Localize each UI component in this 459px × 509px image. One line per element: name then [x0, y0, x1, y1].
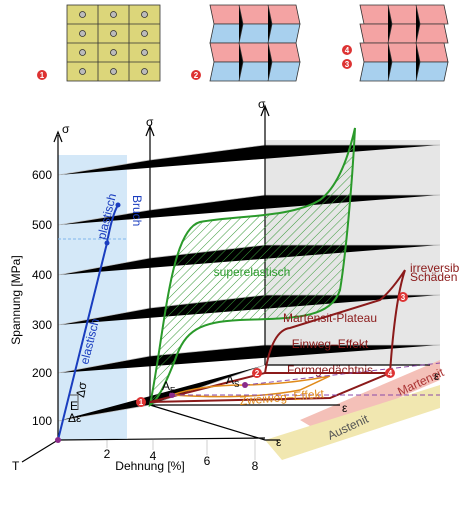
state-label: 3 [345, 60, 350, 69]
axis-label: σ [62, 122, 70, 136]
atom [111, 50, 117, 56]
y-tick-label: 200 [32, 366, 52, 380]
atom [142, 12, 148, 18]
annotation: Δσ [73, 380, 90, 398]
state-label: 1 [139, 398, 144, 407]
atom [111, 69, 117, 75]
atom [142, 50, 148, 56]
y-tick-label: 500 [32, 218, 52, 232]
annotation: superelastisch [214, 265, 291, 279]
y-tick-label: 300 [32, 318, 52, 332]
annotation: Schäden [410, 270, 457, 284]
atom [80, 31, 86, 37]
atom [142, 31, 148, 37]
atom [80, 69, 86, 75]
axis-label: ε [276, 435, 282, 449]
x-tick-label: 8 [252, 459, 259, 473]
y-tick-label: 100 [32, 414, 52, 428]
annotation: Martensit-Plateau [283, 311, 377, 325]
annotation: AS [226, 373, 239, 389]
state-label: 4 [388, 369, 393, 378]
axis-label: ε [342, 401, 348, 415]
y-tick-label: 400 [32, 268, 52, 282]
lattice-detwinned: 4 3 [342, 5, 448, 81]
axis-label: σ [258, 97, 266, 111]
x-tick-label: 2 [104, 447, 111, 461]
atom [80, 50, 86, 56]
axis-label: T [12, 459, 20, 473]
annotation: Formgedächtnis [287, 363, 373, 377]
lattice-austenite: 1 [37, 5, 160, 81]
annotation: Einweg–Effekt [292, 337, 369, 351]
state-label: 2 [255, 369, 260, 378]
state-label: 4 [345, 46, 350, 55]
state-label: 3 [401, 293, 406, 302]
atom [142, 69, 148, 75]
state-label: 1 [40, 71, 45, 80]
atom [111, 12, 117, 18]
y-tick-label: 600 [32, 168, 52, 182]
x-tick-label: 4 [150, 449, 157, 463]
atom [80, 12, 86, 18]
axis-title: Spannung [MPa] [9, 255, 23, 344]
annotation: AE [162, 379, 175, 395]
atom [111, 31, 117, 37]
state-label: 2 [194, 71, 199, 80]
diagram: 1 2 4 3 Martensit Austenit σ σ σ ε ε ε T… [0, 0, 459, 504]
axis-label: ε [434, 369, 440, 383]
annotation: Δε [68, 411, 82, 425]
annotation: Bruch [130, 195, 144, 226]
axis-label: σ [146, 115, 154, 129]
lattice-twinned: 2 [191, 5, 300, 81]
x-tick-label: 6 [204, 454, 211, 468]
